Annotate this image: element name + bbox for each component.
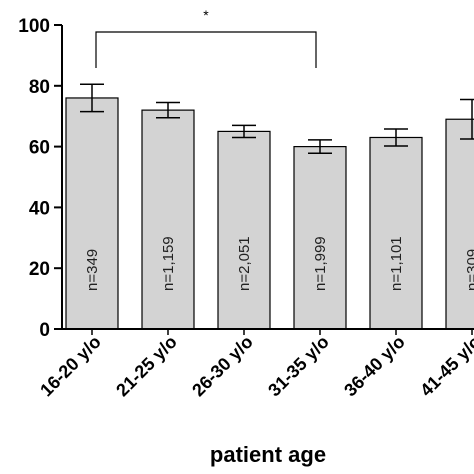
y-tick-label-1: 20 <box>29 259 50 280</box>
error-bar-5 <box>460 98 474 140</box>
error-bar-3 <box>308 139 332 155</box>
error-bar-0 <box>80 83 104 113</box>
x-tick-label-4: 36-40 y/o <box>340 332 409 401</box>
sample-size-label-2: n=2,051 <box>236 236 253 291</box>
sample-size-label-0: n=349 <box>84 249 101 291</box>
bar-5 <box>445 118 474 330</box>
error-bar-2 <box>232 124 256 139</box>
sample-size-label-4: n=1,101 <box>388 236 405 291</box>
error-bar-1 <box>156 101 180 119</box>
bar-0 <box>65 97 119 330</box>
y-tick-label-4: 80 <box>29 77 50 98</box>
x-tick-label-2: 26-30 y/o <box>188 332 257 401</box>
bar-3 <box>293 146 347 330</box>
y-tick-label-3: 60 <box>29 138 50 159</box>
y-tick-label-0: 0 <box>39 320 50 341</box>
x-tick-label-3: 31-35 y/o <box>264 332 333 401</box>
y-tick-label-5: 100 <box>18 16 50 37</box>
sample-size-label-1: n=1,159 <box>160 236 177 291</box>
sample-size-label-5: n=309 <box>464 249 474 291</box>
x-tick-label-0: 16-20 y/o <box>36 332 105 401</box>
x-tick-label-5: 41-45 y/o <box>416 332 474 401</box>
sample-size-label-3: n=1,999 <box>312 236 329 291</box>
bar-1 <box>141 109 195 330</box>
bar-2 <box>217 130 271 330</box>
error-bar-4 <box>384 128 408 147</box>
y-tick-label-2: 40 <box>29 198 50 219</box>
x-tick-label-1: 21-25 y/o <box>112 332 181 401</box>
bars-layer: n=349 n=1,159 n=2,051 n=1,999 n=1,101 n=309 <box>65 83 474 330</box>
significance-bracket <box>95 31 317 68</box>
significance-label: * <box>203 7 209 23</box>
x-axis-title: patient age <box>210 442 326 467</box>
bar-4 <box>369 136 423 330</box>
